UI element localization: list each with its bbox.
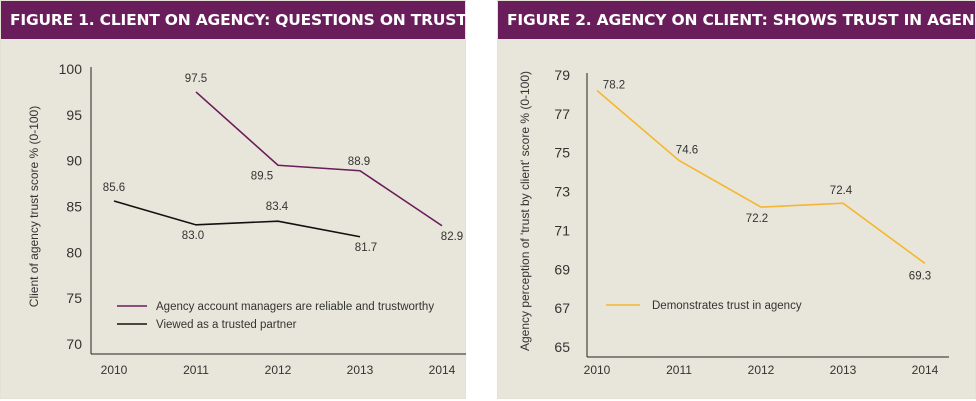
series-line (113, 200, 361, 238)
data-label: 88.9 (348, 156, 370, 168)
data-label: 74.6 (676, 144, 698, 156)
y-tick-label: 79 (554, 67, 570, 83)
x-tick-label: 2010 (101, 363, 128, 377)
legend-label: Agency account managers are reliable and… (156, 301, 434, 313)
y-tick-label: 100 (59, 61, 83, 77)
series-line (596, 89, 926, 265)
data-label: 83.4 (266, 201, 289, 213)
y-tick-label: 69 (554, 261, 570, 277)
y-tick-label: 90 (66, 153, 82, 169)
x-tick-label: 2014 (429, 363, 456, 377)
x-tick-label: 2010 (584, 363, 611, 377)
y-tick-label: 77 (554, 106, 570, 122)
y-tick-label: 95 (66, 107, 82, 123)
y-tick-label: 75 (554, 145, 570, 161)
y-tick-label: 75 (66, 290, 82, 306)
x-tick-label: 2011 (666, 363, 692, 377)
data-label: 81.7 (355, 242, 377, 254)
data-label: 72.2 (746, 213, 768, 225)
data-label: 85.6 (103, 182, 125, 194)
x-tick-label: 2012 (748, 363, 775, 377)
legend-label: Viewed as a trusted partner (156, 319, 297, 331)
y-tick-label: 70 (66, 336, 82, 352)
y-axis-title: Agency perception of 'trust by client' s… (518, 71, 532, 351)
y-tick-label: 85 (66, 199, 82, 215)
x-tick-label: 2013 (347, 363, 374, 377)
data-label: 69.3 (909, 270, 931, 282)
chart-1: Client of agency trust score % (0-100) 10… (27, 61, 466, 377)
x-tick-label: 2013 (830, 363, 857, 377)
data-label: 72.4 (830, 185, 853, 197)
chart-panel-1: FIGURE 1. CLIENT ON AGENCY: QUESTIONS ON… (0, 0, 467, 399)
legend-label: Demonstrates trust in agency (652, 300, 802, 312)
data-label: 78.2 (603, 80, 625, 92)
chart-2: Agency perception of 'trust by client' s… (518, 67, 949, 377)
panel-header: FIGURE 1. CLIENT ON AGENCY: QUESTIONS ON… (1, 1, 467, 39)
chart-title: FIGURE 1. CLIENT ON AGENCY: QUESTIONS ON… (10, 11, 467, 29)
data-label: 82.9 (441, 231, 463, 243)
x-tick-label: 2012 (265, 363, 292, 377)
y-tick-label: 80 (66, 244, 82, 260)
data-label: 89.5 (251, 170, 273, 182)
panel-header: FIGURE 2. AGENCY ON CLIENT: SHOWS TRUST … (498, 1, 976, 39)
y-tick-label: 67 (554, 300, 570, 316)
y-axis-title: Client of agency trust score % (0-100) (27, 106, 41, 307)
x-tick-label: 2014 (912, 363, 939, 377)
y-tick-label: 71 (554, 222, 570, 238)
data-label: 83.0 (182, 230, 204, 242)
y-tick-label: 73 (554, 184, 570, 200)
x-tick-label: 2011 (183, 363, 209, 377)
y-tick-label: 65 (554, 339, 570, 355)
data-label: 97.5 (185, 73, 207, 85)
series-line (195, 91, 443, 227)
chart-panel-2: FIGURE 2. AGENCY ON CLIENT: SHOWS TRUST … (497, 0, 976, 399)
chart-title: FIGURE 2. AGENCY ON CLIENT: SHOWS TRUST … (507, 11, 976, 29)
